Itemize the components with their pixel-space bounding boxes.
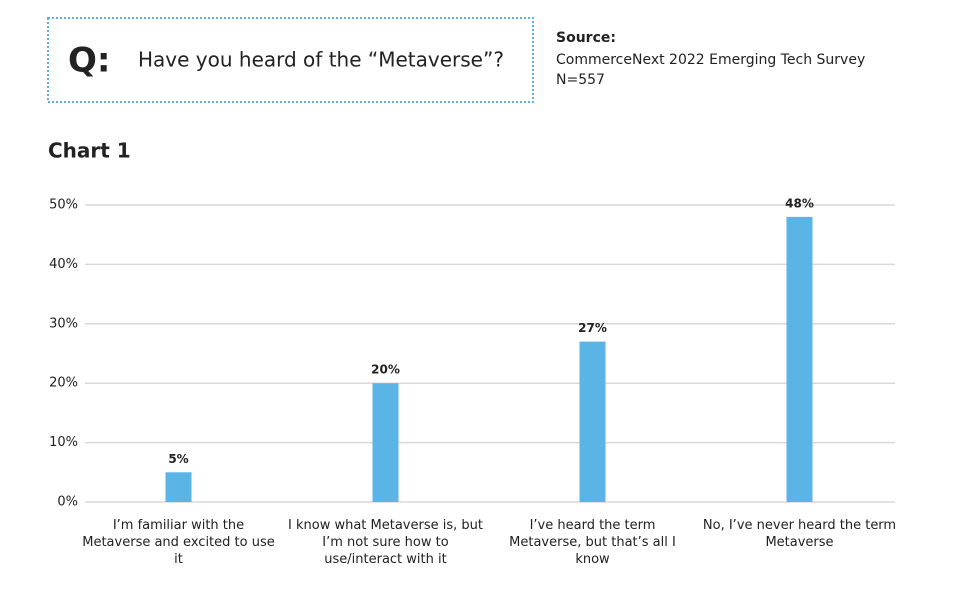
x-tick-label: No, I’ve never heard the term Metaverse: [702, 518, 897, 550]
value-label: 27%: [578, 321, 607, 335]
value-label: 20%: [371, 363, 400, 377]
source: CommerceNext 2022 Emerging Tech Survey: [556, 52, 865, 68]
bar: [579, 341, 606, 502]
y-tick-label: 50%: [49, 198, 78, 213]
bar: [786, 216, 813, 502]
question-label: Q:: [68, 41, 111, 81]
bar: [165, 472, 192, 502]
x-tick-label: I’m familiar with the Metaverse and exci…: [82, 518, 275, 567]
y-tick-label: 30%: [49, 316, 78, 331]
x-tick-label: I know what Metaverse is, but I’m not su…: [288, 518, 483, 567]
y-tick-label: 20%: [49, 376, 78, 391]
bar: [372, 383, 399, 502]
y-tick-label: 10%: [49, 435, 78, 450]
y-tick-label: 0%: [57, 495, 78, 510]
question: Have you heard of the “Metaverse”?: [138, 48, 504, 72]
question-box: [47, 17, 534, 103]
sample-size: N=557: [556, 72, 605, 88]
value-label: 48%: [785, 196, 814, 210]
value-label: 5%: [168, 452, 188, 466]
chart-title: Chart 1: [48, 139, 131, 163]
x-tick-label: I’ve heard the term Metaverse, but that’…: [509, 518, 676, 567]
source-label: Source:: [556, 30, 616, 46]
y-tick-label: 40%: [49, 257, 78, 272]
